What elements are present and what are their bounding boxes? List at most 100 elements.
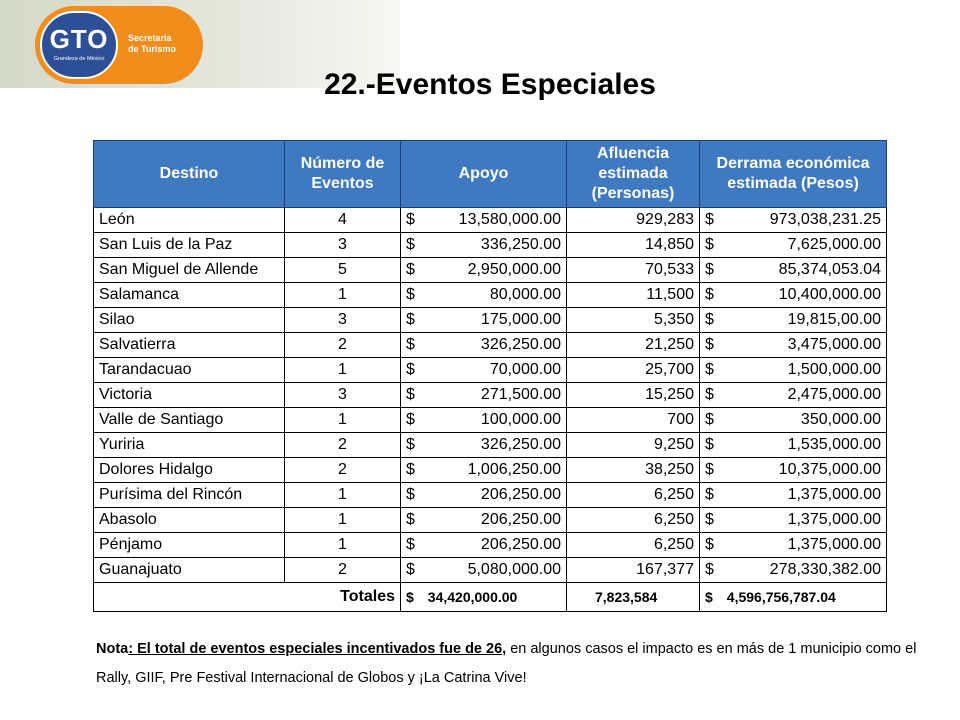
money-derrama: $2,475,000.00 <box>705 386 881 404</box>
logo-tagline: Grandeza de México <box>53 56 105 62</box>
derrama-value: 10,375,000.00 <box>778 461 881 478</box>
currency-symbol: $ <box>705 411 714 428</box>
cell-eventos: 2 <box>284 457 401 483</box>
table-row: Pénjamo 1 $206,250.00 6,250 $1,375,000.00 <box>93 532 887 558</box>
currency-symbol: $ <box>705 261 714 278</box>
derrama-value: 1,375,000.00 <box>787 511 881 528</box>
cell-derrama: $85,374,053.04 <box>699 257 887 283</box>
money-derrama: $1,500,000.00 <box>705 361 881 379</box>
cell-apoyo: $80,000.00 <box>400 282 567 308</box>
currency-symbol: $ <box>705 486 714 503</box>
cell-apoyo: $5,080,000.00 <box>400 557 567 583</box>
note-highlight: : El total de eventos especiales incenti… <box>128 641 507 657</box>
apoyo-value: 206,250.00 <box>480 486 561 503</box>
currency-symbol: $ <box>406 411 415 428</box>
cell-apoyo: $2,950,000.00 <box>400 257 567 283</box>
cell-afluencia: 167,377 <box>566 557 700 583</box>
apoyo-value: 206,250.00 <box>480 511 561 528</box>
footnote: Nota: El total de eventos especiales inc… <box>96 635 936 693</box>
table-row: Salamanca 1 $80,000.00 11,500 $10,400,000.00 <box>93 282 887 308</box>
cell-afluencia: 6,250 <box>566 482 700 508</box>
money-apoyo: $80,000.00 <box>406 286 561 304</box>
derrama-value: 85,374,053.04 <box>778 261 881 278</box>
cell-eventos: 3 <box>284 307 401 333</box>
cell-afluencia: 25,700 <box>566 357 700 383</box>
cell-eventos: 2 <box>284 332 401 358</box>
derrama-value: 7,625,000.00 <box>787 236 881 253</box>
page-title: 22.-Eventos Especiales <box>324 68 656 101</box>
derrama-value: 1,535,000.00 <box>787 436 881 453</box>
cell-destino: Dolores Hidalgo <box>93 457 285 483</box>
money-derrama: $278,330,382.00 <box>705 561 881 579</box>
cell-derrama: $1,535,000.00 <box>699 432 887 458</box>
money-derrama: $10,375,000.00 <box>705 461 881 479</box>
cell-destino: Silao <box>93 307 285 333</box>
cell-apoyo: $70,000.00 <box>400 357 567 383</box>
cell-destino: Abasolo <box>93 507 285 533</box>
cell-eventos: 1 <box>284 507 401 533</box>
currency-symbol: $ <box>406 211 415 228</box>
cell-derrama: $7,625,000.00 <box>699 232 887 258</box>
cell-eventos: 3 <box>284 382 401 408</box>
total-apoyo-value: 34,420,000.00 <box>427 589 518 605</box>
currency-symbol: $ <box>705 511 714 528</box>
currency-symbol: $ <box>406 589 414 605</box>
table-row: Salvatierra 2 $326,250.00 21,250 $3,475,000.… <box>93 332 887 358</box>
currency-symbol: $ <box>705 386 714 403</box>
cell-afluencia: 70,533 <box>566 257 700 283</box>
table-row: Abasolo 1 $206,250.00 6,250 $1,375,000.00 <box>93 507 887 533</box>
total-derrama-value: 4,596,756,787.04 <box>726 589 836 605</box>
table-row: Purísima del Rincón 1 $206,250.00 6,250 $1,3… <box>93 482 887 508</box>
total-derrama-money: $4,596,756,787.04 <box>705 589 881 605</box>
cell-eventos: 3 <box>284 232 401 258</box>
currency-symbol: $ <box>406 311 415 328</box>
cell-eventos: 5 <box>284 257 401 283</box>
header-apoyo: Apoyo <box>400 140 567 208</box>
cell-afluencia: 700 <box>566 407 700 433</box>
header-afluencia: Afluencia estimada (Personas) <box>566 140 700 208</box>
cell-destino: Pénjamo <box>93 532 285 558</box>
cell-afluencia: 6,250 <box>566 532 700 558</box>
money-apoyo: $13,580,000.00 <box>406 211 561 229</box>
cell-eventos: 4 <box>284 207 401 233</box>
apoyo-value: 326,250.00 <box>480 436 561 453</box>
money-apoyo: $175,000.00 <box>406 311 561 329</box>
table-row: Yuriria 2 $326,250.00 9,250 $1,535,000.00 <box>93 432 887 458</box>
cell-afluencia: 9,250 <box>566 432 700 458</box>
cell-apoyo: $206,250.00 <box>400 482 567 508</box>
currency-symbol: $ <box>406 486 415 503</box>
apoyo-value: 13,580,000.00 <box>458 211 561 228</box>
cell-eventos: 2 <box>284 432 401 458</box>
cell-eventos: 1 <box>284 407 401 433</box>
table-row: San Luis de la Paz 3 $336,250.00 14,850 $7,6… <box>93 232 887 258</box>
cell-destino: Purísima del Rincón <box>93 482 285 508</box>
derrama-value: 10,400,000.00 <box>778 286 881 303</box>
currency-symbol: $ <box>406 236 415 253</box>
currency-symbol: $ <box>705 361 714 378</box>
cell-apoyo: $175,000.00 <box>400 307 567 333</box>
apoyo-value: 5,080,000.00 <box>467 561 561 578</box>
total-derrama: $4,596,756,787.04 <box>699 582 887 612</box>
table-row: Tarandacuao 1 $70,000.00 25,700 $1,500,000.0… <box>93 357 887 383</box>
money-apoyo: $206,250.00 <box>406 511 561 529</box>
total-afluencia: 7,823,584 <box>566 582 700 612</box>
apoyo-value: 80,000.00 <box>489 286 561 303</box>
apoyo-value: 175,000.00 <box>480 311 561 328</box>
cell-apoyo: $326,250.00 <box>400 432 567 458</box>
currency-symbol: $ <box>705 211 714 228</box>
money-derrama: $3,475,000.00 <box>705 336 881 354</box>
apoyo-value: 100,000.00 <box>480 411 561 428</box>
apoyo-value: 1,006,250.00 <box>467 461 561 478</box>
currency-symbol: $ <box>406 336 415 353</box>
money-apoyo: $326,250.00 <box>406 336 561 354</box>
totals-row: Totales $34,420,000.00 7,823,584 $4,596,756… <box>93 582 887 612</box>
money-apoyo: $100,000.00 <box>406 411 561 429</box>
note-prefix: Nota <box>96 641 129 657</box>
derrama-value: 350,000.00 <box>800 411 881 428</box>
money-apoyo: $5,080,000.00 <box>406 561 561 579</box>
cell-destino: Victoria <box>93 382 285 408</box>
apoyo-value: 206,250.00 <box>480 536 561 553</box>
header-destino: Destino <box>93 140 285 208</box>
apoyo-value: 271,500.00 <box>480 386 561 403</box>
header-eventos: Número de Eventos <box>284 140 401 208</box>
